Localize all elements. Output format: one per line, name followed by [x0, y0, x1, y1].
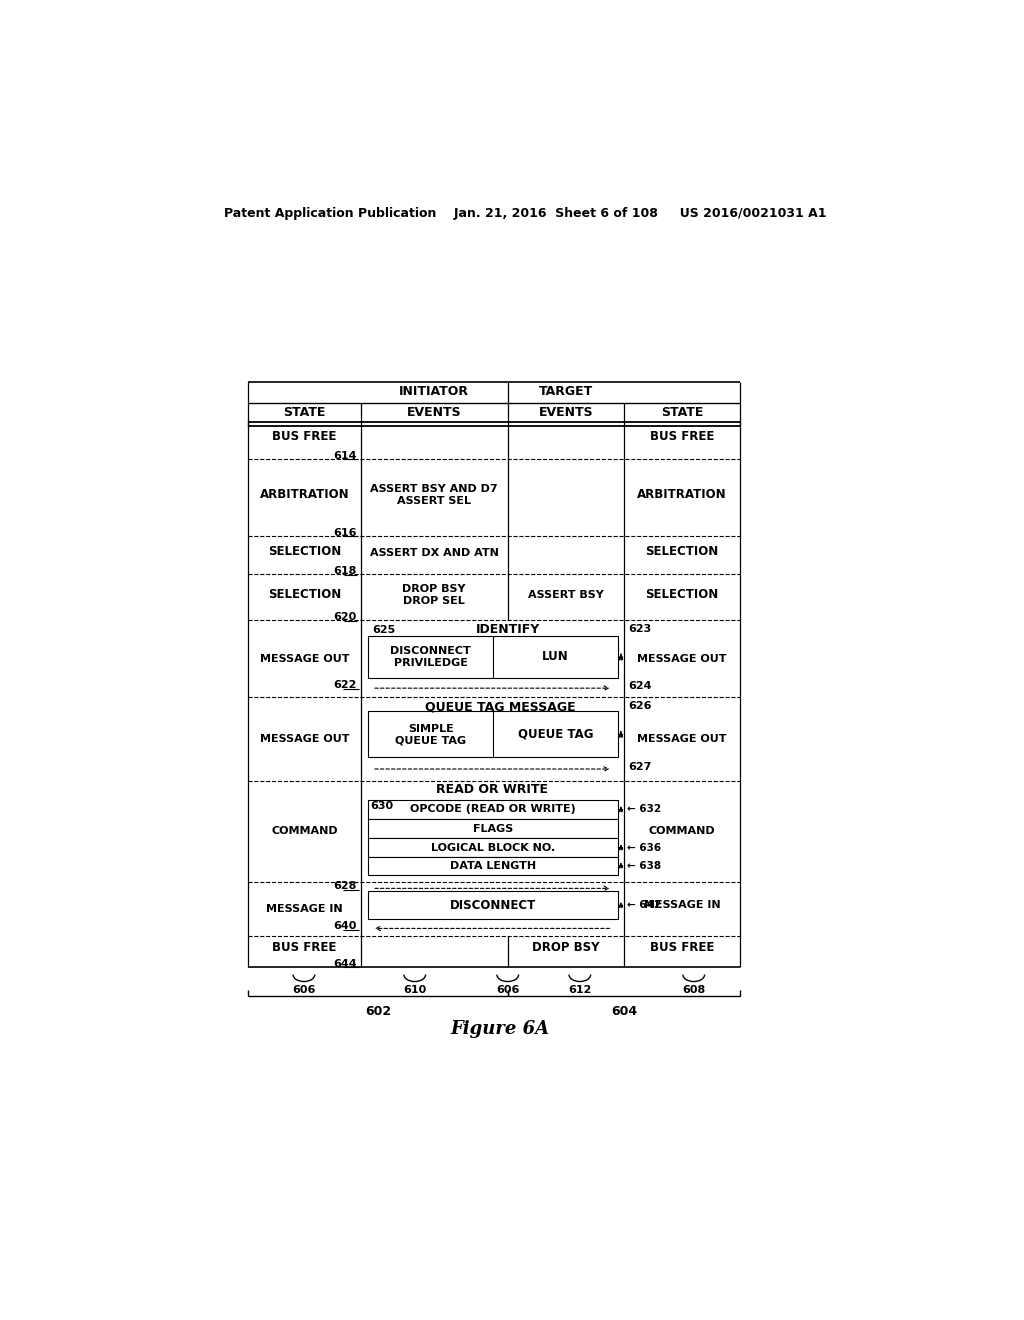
Text: DISCONNECT
PRIVILEDGE: DISCONNECT PRIVILEDGE [390, 647, 471, 668]
Text: EVENTS: EVENTS [539, 407, 593, 418]
Text: ← 636: ← 636 [627, 842, 662, 853]
Text: TARGET: TARGET [539, 385, 593, 399]
Text: 640: 640 [333, 921, 356, 931]
Text: 608: 608 [682, 985, 706, 995]
Bar [369, 636, 617, 678]
Text: ASSERT BSY: ASSERT BSY [528, 590, 604, 601]
Text: DROP BSY
DROP SEL: DROP BSY DROP SEL [402, 585, 466, 606]
Text: ASSERT BSY AND D7
ASSERT SEL: ASSERT BSY AND D7 ASSERT SEL [371, 484, 498, 506]
Text: 604: 604 [611, 1006, 637, 1019]
Bar [369, 857, 617, 874]
Text: 602: 602 [365, 1006, 391, 1019]
Text: MESSAGE IN: MESSAGE IN [644, 900, 721, 911]
Text: BUS FREE: BUS FREE [272, 430, 337, 444]
Text: 630: 630 [370, 801, 393, 810]
Text: ← 638: ← 638 [627, 861, 662, 871]
Text: DATA LENGTH: DATA LENGTH [450, 861, 537, 871]
Text: LUN: LUN [542, 651, 568, 664]
Text: 626: 626 [628, 701, 651, 711]
Text: 644: 644 [333, 958, 356, 969]
Text: IDENTIFY: IDENTIFY [475, 623, 540, 636]
Text: 625: 625 [372, 624, 395, 635]
Text: SELECTION: SELECTION [267, 545, 341, 558]
Text: ARBITRATION: ARBITRATION [259, 487, 349, 500]
Text: 618: 618 [333, 566, 356, 576]
Text: STATE: STATE [283, 407, 326, 418]
Text: BUS FREE: BUS FREE [650, 941, 715, 954]
Text: ARBITRATION: ARBITRATION [637, 487, 727, 500]
Text: 627: 627 [628, 762, 651, 772]
Text: SELECTION: SELECTION [645, 587, 719, 601]
Text: 622: 622 [333, 680, 356, 690]
Text: SIMPLE
QUEUE TAG: SIMPLE QUEUE TAG [395, 723, 466, 746]
Text: LOGICAL BLOCK NO.: LOGICAL BLOCK NO. [431, 842, 555, 853]
Text: 614: 614 [333, 450, 356, 461]
Text: OPCODE (READ OR WRITE): OPCODE (READ OR WRITE) [411, 804, 575, 814]
Text: BUS FREE: BUS FREE [272, 941, 337, 954]
Text: EVENTS: EVENTS [407, 407, 462, 418]
Text: COMMAND: COMMAND [271, 826, 338, 837]
Text: 606: 606 [292, 985, 315, 995]
Text: INITIATOR: INITIATOR [399, 385, 469, 399]
Text: QUEUE TAG MESSAGE: QUEUE TAG MESSAGE [425, 700, 575, 713]
Text: MESSAGE OUT: MESSAGE OUT [259, 734, 349, 744]
Text: SELECTION: SELECTION [645, 545, 719, 558]
Text: ← 632: ← 632 [627, 804, 662, 814]
Text: MESSAGE OUT: MESSAGE OUT [637, 653, 727, 664]
Text: 610: 610 [403, 985, 426, 995]
Text: 624: 624 [628, 681, 651, 690]
Text: SELECTION: SELECTION [267, 587, 341, 601]
Bar [369, 711, 617, 758]
Text: 623: 623 [628, 624, 651, 634]
Text: Patent Application Publication    Jan. 21, 2016  Sheet 6 of 108     US 2016/0021: Patent Application Publication Jan. 21, … [223, 207, 826, 220]
Text: FLAGS: FLAGS [473, 824, 513, 834]
Text: ← 642: ← 642 [627, 900, 662, 911]
Text: 628: 628 [333, 880, 356, 891]
Bar [369, 800, 617, 818]
Text: 616: 616 [333, 528, 356, 537]
Text: QUEUE TAG: QUEUE TAG [518, 727, 593, 741]
Text: STATE: STATE [660, 407, 703, 418]
Bar [369, 891, 617, 919]
Text: COMMAND: COMMAND [649, 826, 716, 837]
Text: READ OR WRITE: READ OR WRITE [436, 783, 548, 796]
Text: BUS FREE: BUS FREE [650, 430, 715, 444]
Text: 620: 620 [334, 612, 356, 622]
Text: 606: 606 [496, 985, 519, 995]
Text: 612: 612 [568, 985, 592, 995]
Text: MESSAGE OUT: MESSAGE OUT [259, 653, 349, 664]
Bar [369, 838, 617, 857]
Text: MESSAGE IN: MESSAGE IN [266, 904, 343, 915]
Text: ASSERT DX AND ATN: ASSERT DX AND ATN [370, 548, 499, 557]
Text: DISCONNECT: DISCONNECT [450, 899, 537, 912]
Text: Figure 6A: Figure 6A [451, 1019, 550, 1038]
Text: DROP BSY: DROP BSY [532, 941, 600, 954]
Bar [369, 818, 617, 838]
Text: MESSAGE OUT: MESSAGE OUT [637, 734, 727, 744]
